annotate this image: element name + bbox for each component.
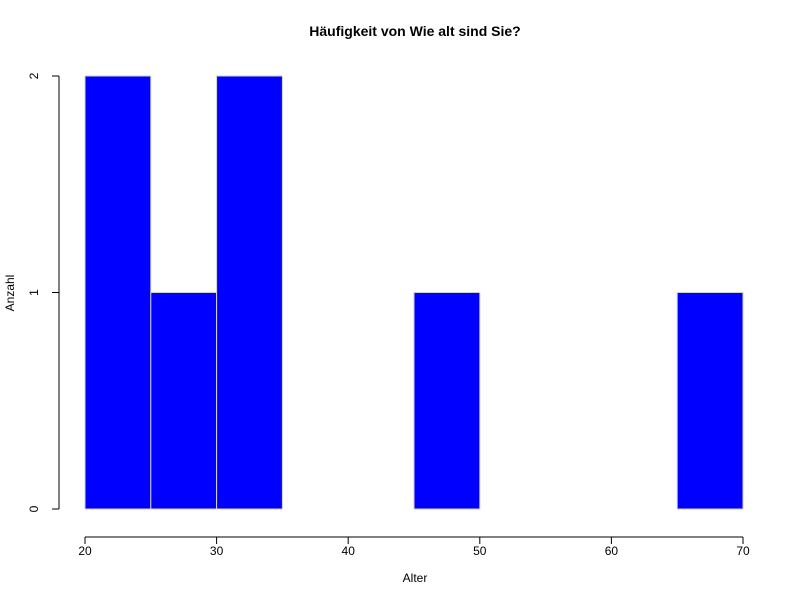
x-tick-label: 40: [342, 544, 356, 558]
histogram-bar-45-50: [413, 292, 481, 510]
histogram-bar-30-35: [216, 75, 283, 510]
histogram-bar-65-70: [676, 292, 744, 510]
x-tick-label: 20: [78, 544, 92, 558]
y-tick-label: 1: [27, 289, 41, 296]
histogram-bar-20-25: [84, 75, 152, 510]
x-tick-label: 70: [736, 544, 750, 558]
bars-group: [84, 75, 744, 510]
chart-title: Häufigkeit von Wie alt sind Sie?: [309, 23, 520, 39]
x-axis-label: Alter: [403, 571, 428, 585]
y-tick-label: 2: [27, 72, 41, 79]
x-tick-label: 60: [605, 544, 619, 558]
x-tick-label: 50: [473, 544, 487, 558]
x-axis: 20 30 40 50 60 70: [78, 536, 750, 558]
x-tick-label: 30: [210, 544, 224, 558]
histogram-bar-25-30: [150, 292, 218, 510]
y-tick-label: 0: [27, 505, 41, 512]
y-axis: 0 1 2: [27, 72, 60, 512]
y-axis-label: Anzahl: [3, 275, 17, 312]
